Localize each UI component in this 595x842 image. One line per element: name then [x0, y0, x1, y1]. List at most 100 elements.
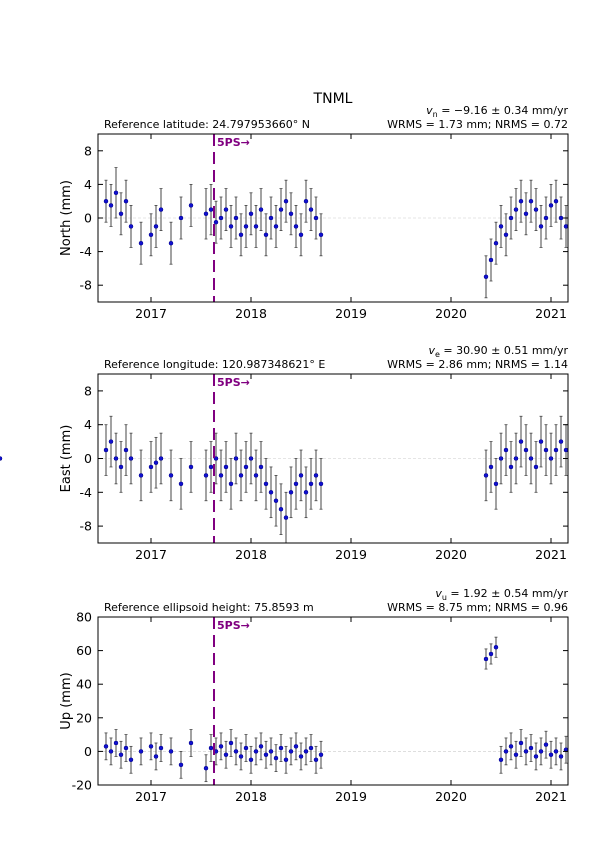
stats-label: WRMS = 1.73 mm; NRMS = 0.72	[387, 118, 568, 131]
data-point	[548, 456, 554, 461]
data-point	[318, 232, 324, 238]
data-point	[103, 198, 109, 204]
data-point	[283, 198, 289, 204]
data-point	[493, 644, 499, 650]
data-point	[158, 456, 164, 461]
data-point	[298, 232, 304, 238]
figure-title: TNML	[313, 91, 353, 107]
data-point	[118, 752, 124, 758]
velocity-symbol: v	[426, 104, 433, 117]
event-label: 5PS→	[217, 136, 250, 149]
data-point	[303, 749, 309, 754]
data-point	[523, 447, 529, 453]
data-point	[203, 473, 209, 478]
data-point	[103, 447, 109, 453]
data-point	[118, 211, 124, 217]
x-tick-label: 2019	[335, 306, 367, 321]
data-point	[523, 211, 529, 217]
y-tick-label: 4	[84, 177, 92, 192]
data-point	[203, 211, 209, 217]
y-tick-label: 80	[76, 610, 92, 625]
y-axis-label: North (mm)	[59, 180, 74, 256]
data-point	[508, 215, 514, 221]
data-point	[0, 456, 3, 461]
velocity-subscript: n	[433, 110, 438, 119]
data-point	[263, 481, 269, 487]
data-point	[313, 473, 319, 478]
data-point	[548, 203, 554, 208]
reference-label: Reference ellipsoid height: 75.8593 m	[104, 601, 314, 614]
stats-label: WRMS = 2.86 mm; NRMS = 1.14	[387, 358, 568, 371]
reference-label: Reference longitude: 120.987348621° E	[104, 358, 325, 371]
data-point	[238, 232, 244, 238]
data-point	[543, 742, 549, 747]
data-point	[168, 473, 174, 478]
data-point	[553, 198, 559, 204]
data-point	[263, 232, 269, 238]
data-point	[228, 481, 234, 487]
data-point	[503, 447, 509, 453]
data-point	[113, 740, 119, 746]
data-point	[513, 752, 519, 758]
data-point	[128, 456, 134, 461]
data-point	[103, 744, 109, 749]
x-tick-label: 2018	[235, 789, 267, 804]
data-point	[498, 456, 504, 461]
velocity-symbol: v	[435, 587, 442, 600]
x-tick-label: 2019	[335, 547, 367, 562]
y-tick-label: 20	[76, 710, 92, 725]
data-point	[303, 490, 309, 495]
x-tick-label: 2021	[535, 789, 567, 804]
velocity-label: ve = 30.90 ± 0.51 mm/yr	[428, 344, 568, 359]
data-point	[178, 481, 184, 487]
data-point	[178, 762, 184, 768]
data-point	[153, 460, 159, 465]
x-tick-label: 2020	[435, 789, 467, 804]
data-point	[253, 224, 259, 229]
velocity-subscript: u	[442, 593, 447, 602]
data-point	[138, 473, 144, 478]
data-point	[283, 515, 289, 520]
data-point	[243, 464, 249, 470]
x-tick-label: 2017	[135, 789, 167, 804]
data-point	[488, 651, 494, 657]
y-axis-label: East (mm)	[59, 425, 74, 493]
data-point	[558, 215, 564, 221]
data-point	[488, 257, 494, 263]
data-point	[283, 757, 289, 763]
data-point	[273, 498, 279, 503]
y-tick-label: -8	[80, 519, 93, 534]
data-point	[178, 215, 184, 221]
data-point	[213, 219, 219, 225]
data-point	[518, 740, 524, 746]
data-point	[498, 224, 504, 229]
data-point	[203, 765, 209, 771]
data-point	[533, 464, 539, 470]
y-tick-label: -4	[80, 244, 93, 259]
velocity-subscript: e	[435, 350, 440, 359]
data-point	[268, 490, 274, 495]
data-point	[263, 752, 269, 758]
data-point	[223, 752, 229, 758]
data-point	[138, 240, 144, 246]
data-point	[188, 740, 194, 746]
x-tick-label: 2020	[435, 547, 467, 562]
data-point	[218, 215, 224, 221]
data-point	[258, 744, 264, 749]
data-point	[123, 447, 129, 453]
data-point	[158, 745, 164, 751]
data-point	[253, 749, 259, 754]
velocity-value: = 1.92 ± 0.54 mm/yr	[447, 587, 569, 600]
data-point	[233, 215, 239, 221]
data-point	[158, 207, 164, 212]
data-point	[318, 481, 324, 487]
y-axis-label: Up (mm)	[59, 672, 74, 729]
data-point	[508, 744, 514, 749]
y-tick-label: -4	[80, 485, 93, 500]
plot-frame	[97, 616, 569, 786]
data-point	[188, 464, 194, 470]
data-point	[538, 749, 544, 754]
data-point	[218, 744, 224, 749]
stats-label: WRMS = 8.75 mm; NRMS = 0.96	[387, 601, 568, 614]
